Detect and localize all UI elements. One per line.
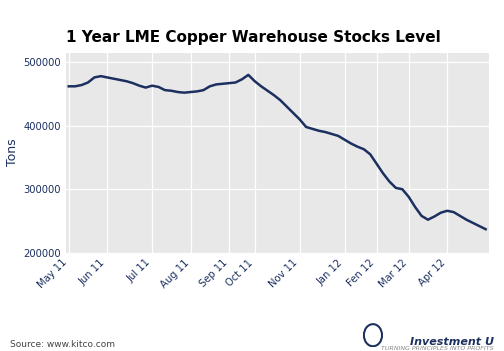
Text: TURNING PRINCIPLES INTO PROFITS: TURNING PRINCIPLES INTO PROFITS	[382, 346, 494, 351]
Text: Source: www.kitco.com: Source: www.kitco.com	[10, 340, 115, 349]
Text: Investment U: Investment U	[410, 338, 494, 347]
Text: 1 Year LME Copper Warehouse Stocks Level: 1 Year LME Copper Warehouse Stocks Level	[66, 29, 440, 45]
Y-axis label: Tons: Tons	[6, 139, 19, 166]
